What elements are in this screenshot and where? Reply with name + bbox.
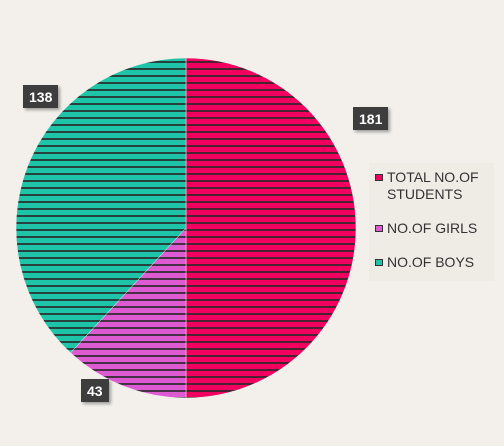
pie-slice-no-of-boys[interactable] bbox=[15, 57, 187, 354]
legend-label-boys: NO.OF BOYS bbox=[387, 254, 475, 270]
legend-swatch-total bbox=[375, 174, 383, 181]
legend: TOTAL NO.OF STUDENTS NO.OF GIRLS NO.OF B… bbox=[369, 163, 494, 281]
data-label-boys: 138 bbox=[23, 85, 59, 108]
legend-swatch-boys bbox=[375, 259, 383, 266]
legend-item-total[interactable]: TOTAL NO.OF STUDENTS bbox=[369, 169, 494, 203]
legend-label-girls: NO.OF GIRLS bbox=[387, 220, 478, 236]
legend-item-boys[interactable]: NO.OF BOYS bbox=[369, 254, 494, 271]
data-label-girls: 43 bbox=[81, 379, 109, 402]
legend-swatch-girls bbox=[375, 225, 383, 232]
pie-slice-no-of-girls[interactable] bbox=[70, 227, 187, 399]
pie-slice-total-no-of-students[interactable] bbox=[185, 57, 357, 399]
legend-item-girls[interactable]: NO.OF GIRLS bbox=[369, 220, 494, 237]
data-label-total: 181 bbox=[353, 107, 389, 130]
legend-label-total: TOTAL NO.OF STUDENTS bbox=[387, 169, 479, 202]
